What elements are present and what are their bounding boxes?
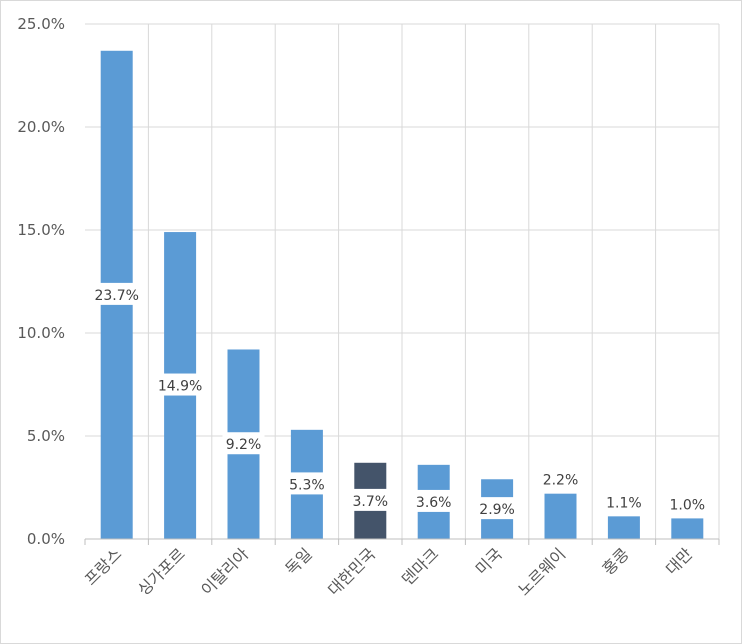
data-label-bg — [222, 432, 265, 455]
data-label-bg — [602, 490, 645, 513]
data-label-bg — [349, 488, 392, 511]
data-label-bg — [91, 282, 142, 305]
data-label-bg — [412, 489, 455, 512]
data-label: 2.2% — [543, 473, 579, 489]
y-tick-label: 25.0% — [17, 15, 65, 33]
x-tick-label: 독일 — [281, 544, 315, 578]
x-tick-label: 노르웨이 — [514, 544, 569, 599]
data-label-bg — [539, 467, 582, 490]
y-tick-label: 10.0% — [17, 324, 65, 342]
data-label-bg — [285, 472, 328, 495]
x-tick-label: 프랑스 — [81, 544, 126, 589]
data-label: 1.1% — [606, 495, 642, 511]
data-label-bg — [154, 373, 206, 396]
data-label: 1.0% — [670, 497, 706, 513]
data-label: 14.9% — [158, 379, 202, 395]
y-tick-label: 20.0% — [17, 118, 65, 136]
x-tick-label: 홍콩 — [598, 544, 632, 578]
x-tick-label: 싱가포르 — [134, 544, 189, 599]
bar — [671, 518, 704, 539]
data-label: 2.9% — [479, 502, 515, 518]
data-label-bg — [476, 497, 519, 520]
x-tick-label: 미국 — [472, 544, 506, 578]
y-tick-label: 5.0% — [27, 427, 65, 445]
data-label: 23.7% — [94, 288, 138, 304]
data-label: 3.7% — [353, 494, 389, 510]
x-tick-label: 대한민국 — [324, 544, 379, 599]
data-label: 5.3% — [289, 477, 325, 493]
gridlines — [85, 23, 720, 539]
y-tick-label: 0.0% — [27, 530, 65, 548]
data-label: 9.2% — [226, 437, 262, 453]
data-label-bg — [666, 492, 709, 515]
data-label: 3.6% — [416, 495, 452, 511]
x-tick-label: 덴마크 — [398, 544, 443, 589]
y-tick-label: 15.0% — [17, 221, 65, 239]
x-tick-label: 대만 — [662, 544, 696, 578]
x-tick-label: 이탈리아 — [197, 544, 252, 599]
bar — [544, 493, 577, 539]
data-labels: 23.7% 14.9% 9.2% 5.3% 3.7% 3.6% 2.9% 2.2% 1.1% 1.… — [91, 282, 709, 520]
bar — [607, 516, 640, 539]
